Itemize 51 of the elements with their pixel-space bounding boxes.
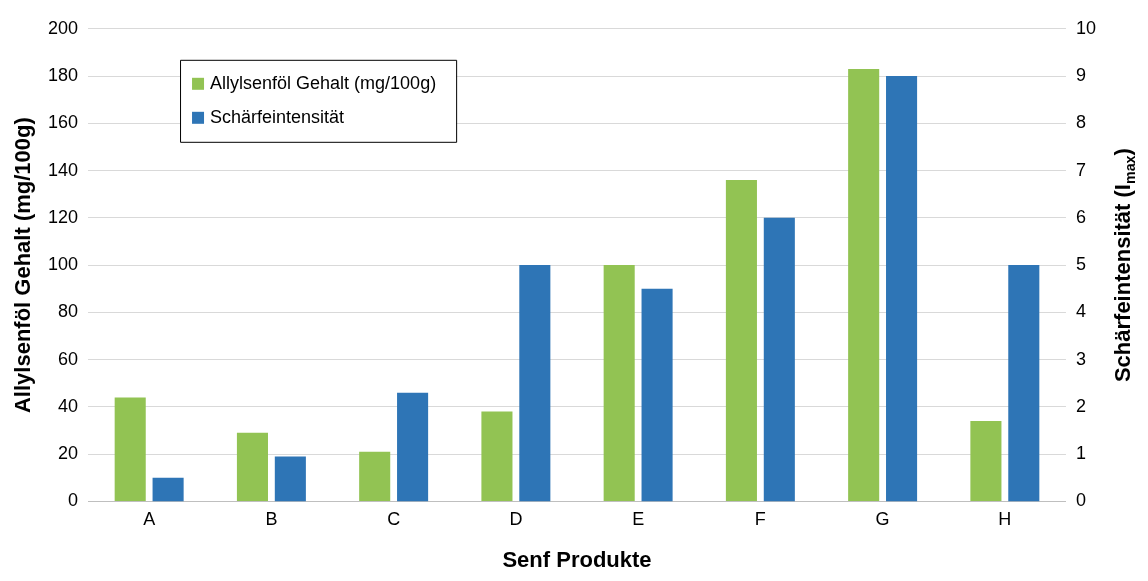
x-tick-label: G — [875, 509, 890, 530]
x-tick-label: D — [509, 509, 523, 530]
y-tick-label: 200 — [47, 17, 79, 38]
bar — [848, 68, 880, 501]
x-tick-label: H — [998, 509, 1012, 530]
y2-tick-label: 0 — [1075, 490, 1086, 511]
y2-tick-label: 3 — [1075, 348, 1086, 369]
y-tick-label: 60 — [58, 348, 79, 369]
legend-label: Allylsenföl Gehalt (mg/100g) — [210, 72, 437, 93]
bar — [114, 397, 146, 501]
y2-tick-label: 5 — [1075, 254, 1086, 275]
y-tick-label: 40 — [58, 395, 79, 416]
bar — [970, 421, 1002, 501]
bar — [886, 76, 918, 502]
y2-tick-label: 8 — [1075, 112, 1086, 133]
y2-axis-title: Schärfeintensität (Imax) — [1110, 148, 1138, 383]
y2-tick-label: 1 — [1075, 443, 1086, 464]
y2-tick-label: 2 — [1075, 395, 1086, 416]
bar — [1008, 265, 1040, 502]
bar — [641, 288, 673, 502]
bar — [397, 392, 429, 502]
y-tick-label: 160 — [47, 112, 79, 133]
y-tick-label: 100 — [47, 254, 79, 275]
y-tick-label: 80 — [58, 301, 79, 322]
bar — [519, 265, 551, 502]
y-tick-label: 20 — [58, 443, 79, 464]
y2-tick-label: 10 — [1075, 17, 1097, 38]
x-axis-title: Senf Produkte — [502, 547, 652, 573]
x-tick-label: F — [754, 509, 766, 530]
bar — [236, 432, 268, 501]
y-axis-title: Allylsenföl Gehalt (mg/100g) — [10, 117, 36, 414]
bar — [603, 265, 635, 501]
x-tick-label: C — [387, 509, 401, 530]
y-tick-label: 140 — [47, 159, 79, 180]
bar — [359, 451, 391, 501]
x-tick-label: E — [632, 509, 645, 530]
y2-tick-label: 4 — [1075, 301, 1086, 322]
x-tick-label: A — [143, 509, 156, 530]
bar — [152, 477, 184, 502]
y2-tick-label: 6 — [1075, 206, 1086, 227]
y-tick-label: 0 — [68, 490, 79, 511]
y2-tick-label: 9 — [1075, 65, 1086, 86]
bar — [763, 217, 795, 502]
y2-tick-label: 7 — [1075, 159, 1086, 180]
y-tick-label: 120 — [47, 206, 79, 227]
y-tick-label: 180 — [47, 65, 79, 86]
legend-label: Schärfeintensität — [210, 106, 345, 127]
x-tick-label: B — [265, 509, 278, 530]
bar — [481, 411, 513, 501]
bar — [274, 456, 306, 502]
bar — [725, 180, 757, 501]
